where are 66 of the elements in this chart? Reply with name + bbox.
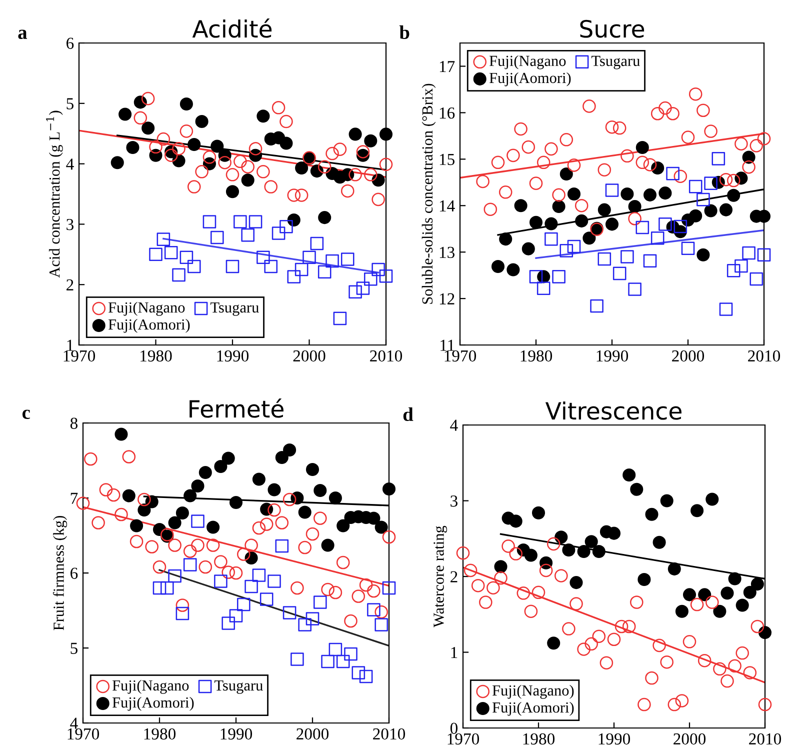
- y-tick-label: 6: [70, 568, 78, 579]
- legend-label: Tsugaru: [214, 680, 263, 694]
- y-tick-label: 5: [66, 98, 74, 110]
- y-tick-label: 4: [450, 420, 458, 431]
- text: a: [18, 30, 28, 40]
- x-tick-label: 1990: [598, 733, 630, 745]
- y-tick-label: 2: [66, 279, 74, 290]
- y-tick-label: 1: [451, 647, 458, 658]
- x-tick-label: 1970: [448, 733, 480, 745]
- y-tick-label: 2: [450, 571, 458, 582]
- x-tick-label: 2010: [373, 728, 406, 740]
- y-tick-label: 13: [440, 246, 454, 258]
- x-tick-label: 2000: [672, 350, 704, 362]
- chart-title: Vitrescence: [545, 402, 682, 420]
- y-tick-label: 14: [440, 200, 455, 212]
- x-tick-label: 2000: [296, 728, 329, 740]
- legend-label: Tsugaru: [210, 302, 259, 316]
- x-tick-label: 1980: [140, 350, 172, 362]
- text: b: [399, 25, 410, 40]
- y-tick-label: 1: [67, 340, 74, 351]
- x-tick-label: 1980: [523, 733, 555, 745]
- y-tick-label: 3: [450, 495, 458, 507]
- y-axis-title: Fruit firmness (kg): [52, 516, 68, 630]
- y-tick-label: 12: [440, 293, 454, 304]
- y-tick-label: 16: [440, 107, 455, 119]
- legend-label: Fuji(Nagano: [112, 680, 189, 694]
- x-tick-label: 1980: [520, 350, 552, 362]
- text: d: [403, 407, 414, 422]
- y-tick-label: 15: [440, 154, 454, 166]
- y-tick-label: 0: [450, 722, 458, 734]
- x-tick-label: 2000: [674, 733, 706, 745]
- y-axis-title: Acid concentration (g L$^{−1}$): [46, 110, 63, 278]
- y-tick-label: 7: [70, 492, 78, 504]
- y-axis-title: Soluble-solids concentration (°Brix): [422, 84, 436, 304]
- chart-title: Fermeté: [190, 398, 284, 418]
- x-tick-label: 1990: [220, 728, 252, 740]
- legend-label: Fuji(Aomori): [492, 702, 574, 716]
- legend-label: Fuji(Nagano): [492, 684, 574, 699]
- x-tick-label: 1970: [444, 350, 476, 362]
- legend-label: Tsugaru: [591, 56, 640, 70]
- y-tick-label: 5: [70, 642, 78, 654]
- legend-label: Fuji(Aomori): [489, 72, 571, 86]
- y-tick-label: 6: [66, 38, 74, 49]
- x-tick-label: 2010: [748, 350, 780, 362]
- y-tick-label: 17: [440, 61, 455, 72]
- x-tick-label: 1980: [144, 728, 176, 740]
- legend-label: Fuji(Nagano: [108, 302, 185, 316]
- x-tick-label: 1990: [217, 350, 249, 362]
- legend-label: Fuji(Nagano: [489, 55, 566, 70]
- x-tick-label: 2000: [293, 350, 326, 362]
- x-tick-label: 2010: [749, 733, 782, 745]
- x-tick-label: 1970: [64, 350, 96, 362]
- y-tick-label: 4: [66, 158, 74, 170]
- x-tick-label: 2010: [370, 350, 402, 362]
- y-axis-title: Watercore rating: [434, 526, 448, 628]
- y-tick-label: 11: [440, 340, 454, 351]
- y-tick-label: 3: [66, 218, 74, 230]
- text: c: [22, 410, 30, 420]
- legend-label: Fuji(Aomori): [108, 318, 190, 333]
- y-tick-label: 8: [70, 418, 78, 429]
- x-tick-label: 1990: [596, 350, 628, 362]
- legend-label: Fuji(Aomori): [112, 696, 194, 711]
- x-tick-label: 1970: [68, 728, 100, 740]
- chart-title: Acidité: [192, 18, 272, 38]
- y-tick-label: 4: [70, 718, 78, 729]
- chart-title: Sucre: [580, 20, 644, 38]
